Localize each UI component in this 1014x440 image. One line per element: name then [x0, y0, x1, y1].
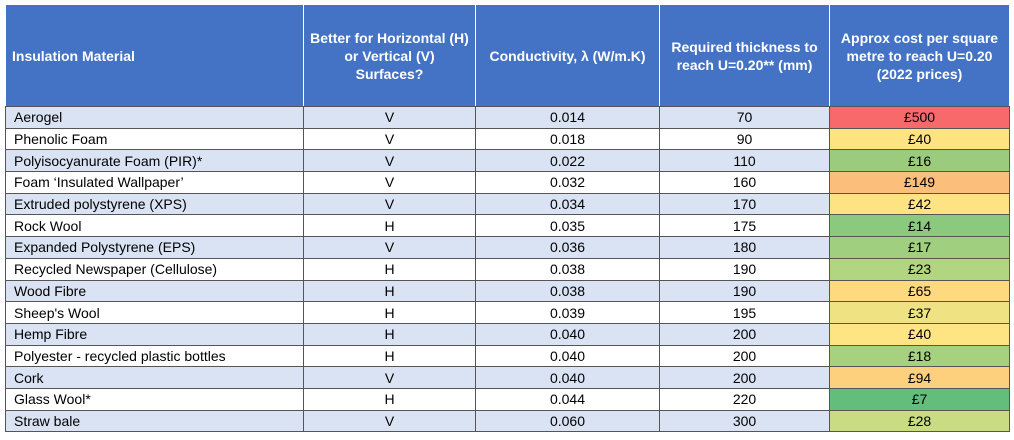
table-row: Phenolic Foam V 0.018 90 £40: [5, 127, 1010, 151]
thickness-cell: 70: [659, 106, 830, 129]
thickness-cell: 190: [659, 279, 830, 303]
conductivity-cell: 0.032: [475, 171, 660, 194]
surface-cell: H: [303, 301, 476, 324]
material-cell: Aerogel: [5, 106, 304, 129]
thickness-cell: 110: [659, 149, 830, 173]
surface-cell: V: [303, 236, 476, 259]
cost-cell: £500: [829, 106, 1010, 129]
material-cell: Rock Wool: [5, 214, 304, 238]
conductivity-cell: 0.039: [475, 301, 660, 324]
conductivity-cell: 0.018: [475, 127, 660, 151]
thickness-cell: 220: [659, 387, 830, 411]
header-cell: Required thickness to reach U=0.20** (mm…: [659, 4, 830, 107]
table-row: Rock Wool H 0.035 175 £14: [5, 214, 1010, 238]
material-cell: Wood Fibre: [5, 279, 304, 303]
surface-cell: V: [303, 192, 476, 216]
surface-cell: H: [303, 214, 476, 238]
thickness-cell: 180: [659, 236, 830, 259]
material-cell: Foam ‘Insulated Wallpaper’: [5, 171, 304, 194]
cost-cell: £14: [829, 214, 1010, 238]
table-row: Cork V 0.040 200 £94: [5, 366, 1010, 389]
material-cell: Polyester - recycled plastic bottles: [5, 344, 304, 368]
material-cell: Cork: [5, 366, 304, 389]
cost-cell: £37: [829, 301, 1010, 324]
surface-cell: H: [303, 279, 476, 303]
header-cell: Insulation Material: [5, 4, 304, 107]
material-cell: Expanded Polystyrene (EPS): [5, 236, 304, 259]
table-row: Extruded polystyrene (XPS) V 0.034 170 £42: [5, 192, 1010, 216]
thickness-cell: 90: [659, 127, 830, 151]
thickness-cell: 200: [659, 344, 830, 368]
conductivity-cell: 0.014: [475, 106, 660, 129]
cost-cell: £94: [829, 366, 1010, 389]
conductivity-cell: 0.040: [475, 344, 660, 368]
material-cell: Hemp Fibre: [5, 322, 304, 346]
table-row: Sheep's Wool H 0.039 195 £37: [5, 301, 1010, 324]
surface-cell: H: [303, 257, 476, 281]
surface-cell: V: [303, 106, 476, 129]
cost-cell: £149: [829, 171, 1010, 194]
surface-cell: H: [303, 344, 476, 368]
table-row: Glass Wool* H 0.044 220 £7: [5, 387, 1010, 411]
material-cell: Recycled Newspaper (Cellulose): [5, 257, 304, 281]
surface-cell: H: [303, 322, 476, 346]
table-row: Straw bale V 0.060 300 £28: [5, 409, 1010, 433]
table-row: Recycled Newspaper (Cellulose) H 0.038 190 £…: [5, 257, 1010, 281]
material-cell: Straw bale: [5, 409, 304, 433]
cost-cell: £23: [829, 257, 1010, 281]
header-cell: Conductivity, λ (W/m.K): [475, 4, 660, 107]
thickness-cell: 200: [659, 366, 830, 389]
thickness-cell: 195: [659, 301, 830, 324]
cost-cell: £18: [829, 344, 1010, 368]
table-row: Polyester - recycled plastic bottles H 0.0…: [5, 344, 1010, 368]
table-row: Aerogel V 0.014 70 £500: [5, 106, 1010, 129]
insulation-table: Insulation Material Better for Horizonta…: [5, 4, 1010, 433]
header-row: Insulation Material Better for Horizonta…: [5, 4, 1010, 107]
conductivity-cell: 0.038: [475, 279, 660, 303]
cost-cell: £40: [829, 127, 1010, 151]
table-row: Foam ‘Insulated Wallpaper’ V 0.032 160 £149: [5, 171, 1010, 194]
table-body: Aerogel V 0.014 70 £500 Phenolic Foam V 0.018 90…: [5, 106, 1010, 433]
surface-cell: H: [303, 387, 476, 411]
conductivity-cell: 0.036: [475, 236, 660, 259]
cost-cell: £7: [829, 387, 1010, 411]
table-row: Expanded Polystyrene (EPS) V 0.036 180 £17: [5, 236, 1010, 259]
material-cell: Extruded polystyrene (XPS): [5, 192, 304, 216]
surface-cell: V: [303, 366, 476, 389]
cost-cell: £16: [829, 149, 1010, 173]
header-cell: Approx cost per square metre to reach U=…: [829, 4, 1010, 107]
cost-cell: £65: [829, 279, 1010, 303]
material-cell: Phenolic Foam: [5, 127, 304, 151]
conductivity-cell: 0.035: [475, 214, 660, 238]
cost-cell: £17: [829, 236, 1010, 259]
material-cell: Sheep's Wool: [5, 301, 304, 324]
thickness-cell: 160: [659, 171, 830, 194]
conductivity-cell: 0.060: [475, 409, 660, 433]
surface-cell: V: [303, 149, 476, 173]
thickness-cell: 190: [659, 257, 830, 281]
cost-cell: £28: [829, 409, 1010, 433]
material-cell: Glass Wool*: [5, 387, 304, 411]
table-row: Hemp Fibre H 0.040 200 £40: [5, 322, 1010, 346]
thickness-cell: 300: [659, 409, 830, 433]
header-cell: Better for Horizontal (H) or Vertical (V…: [303, 4, 476, 107]
conductivity-cell: 0.044: [475, 387, 660, 411]
table-row: Polyisocyanurate Foam (PIR)* V 0.022 110 £16: [5, 149, 1010, 173]
material-cell: Polyisocyanurate Foam (PIR)*: [5, 149, 304, 173]
surface-cell: V: [303, 171, 476, 194]
conductivity-cell: 0.034: [475, 192, 660, 216]
conductivity-cell: 0.038: [475, 257, 660, 281]
surface-cell: V: [303, 127, 476, 151]
thickness-cell: 200: [659, 322, 830, 346]
conductivity-cell: 0.022: [475, 149, 660, 173]
thickness-cell: 170: [659, 192, 830, 216]
table-row: Wood Fibre H 0.038 190 £65: [5, 279, 1010, 303]
cost-cell: £42: [829, 192, 1010, 216]
thickness-cell: 175: [659, 214, 830, 238]
cost-cell: £40: [829, 322, 1010, 346]
surface-cell: V: [303, 409, 476, 433]
conductivity-cell: 0.040: [475, 366, 660, 389]
conductivity-cell: 0.040: [475, 322, 660, 346]
